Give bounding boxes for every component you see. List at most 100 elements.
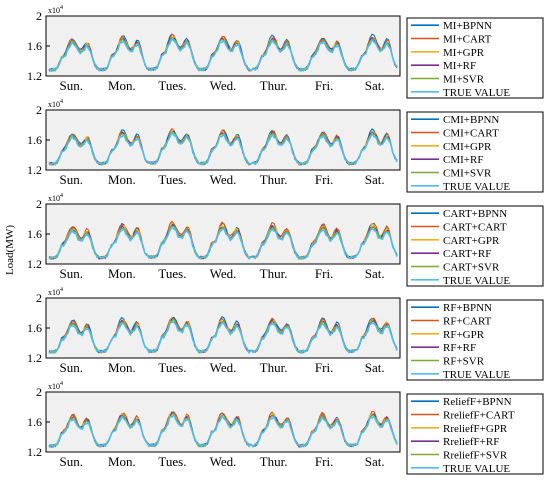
legend-label: TRUE VALUE — [443, 181, 510, 193]
legend-label: RreliefF+RF — [443, 436, 499, 448]
x-tick-label: Wed. — [210, 360, 237, 375]
x-tick-label: Fri. — [315, 360, 333, 375]
axis-exponent-power: 4 — [60, 287, 63, 293]
legend-label: ReliefF+BPNN — [443, 396, 512, 408]
axis-exponent: x10 — [48, 288, 60, 297]
x-tick-label: Sat. — [365, 454, 385, 469]
y-tick-label: 1.6 — [27, 39, 42, 53]
legend-label: CMI+SVR — [443, 168, 492, 180]
x-tick-label: Fri. — [315, 266, 333, 281]
legend-label: RreliefF+SVR — [443, 450, 508, 462]
series-line-6 — [48, 37, 398, 72]
x-tick-label: Tues. — [158, 266, 186, 281]
plot-area — [46, 204, 400, 264]
series-line-6 — [48, 226, 398, 260]
legend-label: CART+CART — [443, 222, 507, 234]
x-tick-label: Mon. — [108, 266, 136, 281]
x-tick-label: Sun. — [60, 360, 83, 375]
x-tick-label: Tues. — [158, 360, 186, 375]
y-tick-label: 1.2 — [27, 69, 42, 83]
legend-label: RF+GPR — [443, 329, 485, 341]
panel-4: 1.2 1.6 2 x10 4 Sun. Mon. Tues. Wed. Thur. Fri. Sat… — [27, 287, 544, 381]
plot-area — [46, 298, 400, 358]
series-line-6 — [48, 131, 398, 166]
legend-label: CMI+BPNN — [443, 114, 499, 126]
y-tick-label: 2 — [36, 291, 42, 305]
axis-exponent-power: 4 — [60, 5, 63, 11]
axis-exponent: x10 — [48, 6, 60, 15]
axis-exponent-power: 4 — [60, 193, 63, 199]
axis-exponent-power: 4 — [60, 381, 63, 387]
legend: ReliefF+BPNNRreliefF+CARTRreliefF+GPRRre… — [406, 393, 544, 475]
plot-area — [46, 392, 400, 452]
x-tick-label: Fri. — [315, 78, 333, 93]
legend-label: CART+SVR — [443, 262, 500, 274]
x-tick-label: Thur. — [260, 454, 288, 469]
panel-3: 1.2 1.6 2 x10 4 Sun. Mon. Tues. Wed. Thur. Fri. Sat… — [27, 193, 544, 287]
x-tick-label: Wed. — [210, 78, 237, 93]
axis-exponent: x10 — [48, 382, 60, 391]
legend-label: CMI+GPR — [443, 141, 492, 153]
legend-label: MI+GPR — [443, 47, 485, 59]
legend-label: CMI+RF — [443, 154, 483, 166]
x-tick-label: Tues. — [158, 172, 186, 187]
y-tick-label: 1.2 — [27, 257, 42, 271]
series-line-6 — [48, 414, 398, 448]
x-tick-label: Sat. — [365, 172, 385, 187]
plot-area — [46, 110, 400, 170]
x-tick-label: Thur. — [260, 172, 288, 187]
legend-label: MI+CART — [443, 34, 492, 46]
axis-exponent: x10 — [48, 194, 60, 203]
legend-box — [406, 111, 544, 193]
plot-area — [46, 16, 400, 76]
legend-label: RF+RF — [443, 342, 476, 354]
axis-exponent-power: 4 — [60, 99, 63, 105]
x-tick-label: Sun. — [60, 172, 83, 187]
x-tick-label: Tues. — [158, 454, 186, 469]
x-tick-label: Thur. — [260, 266, 288, 281]
panel-1: 1.2 1.6 2 x10 4 Sun. Mon. Tues. Wed. Thur. Fri. Sat… — [27, 5, 544, 99]
legend-label: TRUE VALUE — [443, 369, 510, 381]
x-tick-label: Sat. — [365, 78, 385, 93]
legend-label: RF+CART — [443, 316, 492, 328]
legend-label: RreliefF+GPR — [443, 423, 508, 435]
legend-label: MI+RF — [443, 60, 476, 72]
x-tick-label: Wed. — [210, 266, 237, 281]
x-tick-label: Fri. — [315, 454, 333, 469]
legend-label: TRUE VALUE — [443, 87, 510, 99]
legend-box — [406, 393, 544, 475]
x-tick-label: Sat. — [365, 266, 385, 281]
legend-label: CART+GPR — [443, 235, 500, 247]
y-tick-label: 2 — [36, 9, 42, 23]
x-tick-label: Mon. — [108, 454, 136, 469]
x-tick-label: Sun. — [60, 266, 83, 281]
x-tick-label: Thur. — [260, 360, 288, 375]
y-tick-label: 1.2 — [27, 163, 42, 177]
x-tick-label: Fri. — [315, 172, 333, 187]
legend-label: MI+SVR — [443, 74, 485, 86]
legend-label: CMI+CART — [443, 128, 499, 140]
legend-box — [406, 17, 544, 99]
y-tick-label: 2 — [36, 385, 42, 399]
legend-label: TRUE VALUE — [443, 275, 510, 287]
x-tick-label: Wed. — [210, 172, 237, 187]
x-tick-label: Mon. — [108, 78, 136, 93]
legend-label: RF+SVR — [443, 356, 485, 368]
y-tick-label: 1.2 — [27, 351, 42, 365]
y-tick-label: 1.6 — [27, 227, 42, 241]
panel-2: 1.2 1.6 2 x10 4 Sun. Mon. Tues. Wed. Thur. Fri. Sat… — [27, 99, 544, 193]
y-tick-label: 2 — [36, 197, 42, 211]
y-tick-label: 1.6 — [27, 133, 42, 147]
x-tick-label: Mon. — [108, 172, 136, 187]
series-line-6 — [48, 321, 398, 354]
y-tick-label: 1.6 — [27, 321, 42, 335]
y-axis-label: Load(MW) — [4, 225, 16, 275]
legend-label: MI+BPNN — [443, 20, 492, 32]
axis-exponent: x10 — [48, 100, 60, 109]
x-tick-label: Tues. — [158, 78, 186, 93]
panel-5: 1.2 1.6 2 x10 4 Sun. Mon. Tues. Wed. Thur. Fri. Sat… — [27, 381, 544, 475]
